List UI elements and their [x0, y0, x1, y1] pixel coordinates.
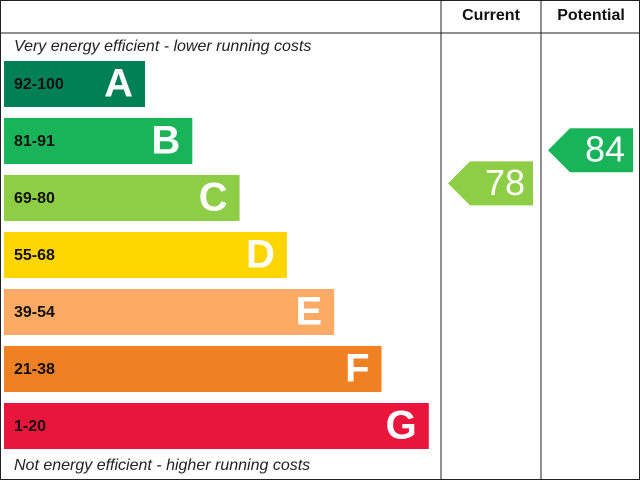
band-range: 1-20	[14, 418, 46, 435]
column-header: Current	[462, 7, 520, 24]
column-header: Potential	[557, 7, 625, 24]
band-bar	[4, 289, 335, 335]
band-range: 69-80	[14, 190, 55, 207]
band-letter: C	[199, 176, 228, 220]
band-letter: D	[246, 233, 275, 277]
band-bar	[4, 346, 382, 392]
band-letter: B	[151, 119, 180, 163]
band-letter: G	[386, 404, 417, 448]
top-note: Very energy efficient - lower running co…	[14, 38, 311, 55]
band-bar	[4, 232, 287, 278]
band-bar	[4, 403, 429, 449]
band-range: 81-91	[14, 133, 55, 150]
bottom-note: Not energy efficient - higher running co…	[14, 457, 310, 474]
band-bar	[4, 175, 240, 221]
rating-value: 84	[585, 129, 625, 170]
band-letter: A	[104, 62, 133, 106]
rating-arrow	[448, 161, 533, 206]
rating-value: 78	[485, 162, 525, 203]
band-letter: E	[296, 290, 323, 334]
rating-arrow	[548, 128, 633, 173]
band-letter: F	[345, 347, 369, 391]
band-range: 55-68	[14, 247, 55, 264]
band-range: 39-54	[14, 304, 55, 321]
band-bar	[4, 118, 193, 164]
band-range: 92-100	[14, 76, 64, 93]
band-bar	[4, 61, 145, 107]
band-range: 21-38	[14, 361, 55, 378]
